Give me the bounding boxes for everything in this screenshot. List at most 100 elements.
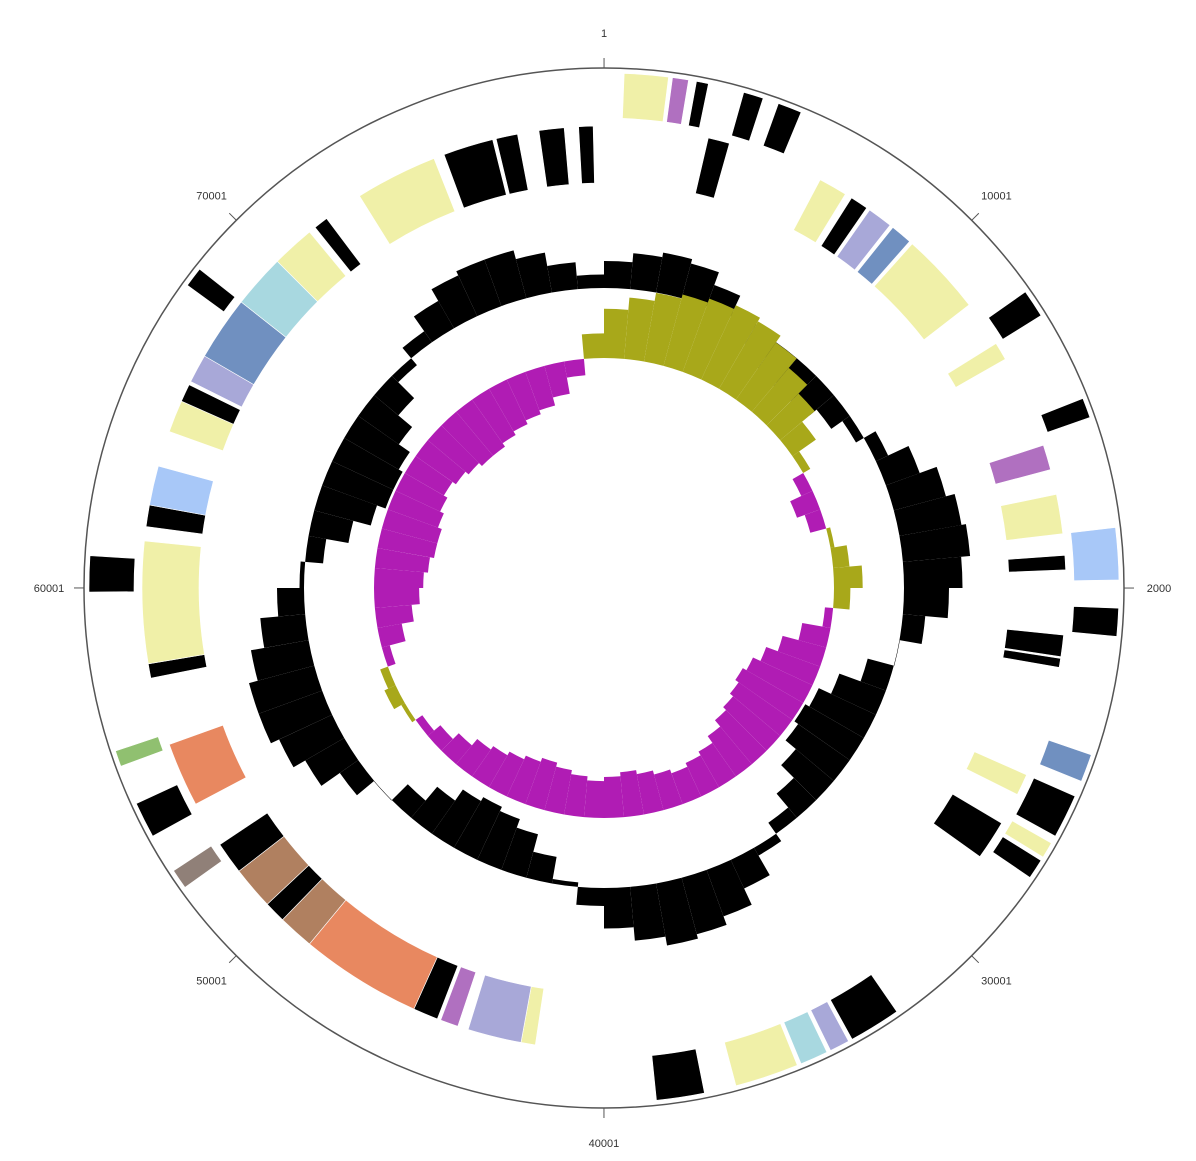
gc-skew-positive-bar — [833, 588, 851, 610]
inner-gene-block — [1004, 628, 1064, 658]
gc-skew-positive-bar — [643, 292, 682, 366]
outer-gene-block — [783, 1011, 828, 1065]
gc-content-bar — [344, 415, 410, 470]
outer-gene-block — [88, 555, 136, 593]
gc-skew-negative-bar — [798, 622, 831, 648]
gc-skew-negative-bar — [707, 726, 752, 777]
gc-skew-negative-bar — [544, 766, 572, 815]
position-tick — [971, 212, 980, 221]
inner-gene-block — [578, 125, 595, 184]
gc-skew-positive-bar — [830, 545, 850, 568]
gc-content-bar — [781, 749, 834, 801]
gc-content-bar — [373, 780, 392, 801]
gc-content-bar — [411, 786, 456, 834]
gc-content-bar — [454, 797, 502, 860]
inner-gene-block — [149, 465, 214, 516]
gc-content-bar — [391, 784, 426, 818]
gc-content-bar — [831, 673, 886, 715]
gc-skew-negative-bar — [427, 725, 453, 751]
gc-content-bar — [681, 263, 719, 307]
gc-content-bar — [794, 704, 864, 761]
gc-content-bar — [322, 461, 394, 509]
inner-gene-block — [443, 139, 507, 209]
gc-content-bar — [551, 879, 579, 887]
gc-skew-negative-bar — [564, 358, 586, 378]
gc-content-bar — [299, 561, 306, 588]
outer-gene-block — [115, 736, 164, 767]
gc-content-bar — [456, 259, 502, 317]
gc-skew-negative-bar — [374, 548, 430, 573]
gc-skew-negative-bar — [374, 604, 414, 628]
gc-skew-negative-bar — [506, 755, 541, 805]
outer-gene-block — [688, 81, 709, 129]
gc-content-bar — [860, 658, 894, 691]
gc-skew-negative-bar — [698, 742, 736, 788]
gc-skew-negative-bar — [472, 388, 516, 444]
gc-content-bar — [413, 300, 454, 343]
gc-content-bar — [526, 851, 557, 884]
gc-skew-positive-bar — [792, 451, 811, 473]
outer-gene-block — [988, 291, 1042, 340]
inner-gene-block — [495, 133, 529, 195]
gc-skew-negative-bar — [395, 473, 448, 512]
inner-gene-track — [141, 125, 1066, 1046]
outer-gene-block — [173, 845, 223, 888]
inner-gene-block — [965, 751, 1027, 795]
gc-content-bar — [899, 524, 971, 562]
gc-content-bar — [899, 614, 926, 644]
gc-content-bar — [893, 494, 962, 536]
gc-content-bar — [604, 261, 633, 290]
outer-gene-block — [1039, 739, 1092, 782]
gc-skew-negative-bar — [583, 780, 604, 818]
outer-gene-block — [731, 91, 764, 142]
inner-gene-block — [1002, 649, 1061, 668]
outer-gene-block — [651, 1048, 705, 1101]
position-tick — [228, 955, 237, 964]
gc-skew-negative-bar — [777, 635, 827, 667]
inner-gene-block — [168, 724, 247, 805]
inner-gene-block — [181, 384, 241, 425]
gc-skew-negative-bar — [822, 607, 834, 628]
gc-content-bar — [431, 789, 481, 848]
gc-content-bar — [314, 485, 378, 526]
gc-skew-positive-bar — [751, 367, 808, 426]
gc-skew-positive-bar — [826, 527, 835, 549]
gc-skew-negative-bar — [620, 770, 644, 818]
gc-content-bar — [305, 738, 359, 786]
gc-skew-negative-bar — [374, 567, 424, 588]
gc-content-bar — [501, 827, 538, 878]
outer-gene-block — [810, 1001, 849, 1051]
gc-skew-positive-bar — [735, 342, 797, 412]
gc-content-bar — [776, 777, 817, 818]
outer-gene-block — [762, 103, 802, 155]
gc-skew-negative-bar — [544, 361, 570, 398]
gc-skew-negative-bar — [746, 657, 813, 703]
gc-content-bar — [809, 688, 876, 738]
inner-gene-block — [276, 231, 347, 303]
gc-skew-negative-bar — [790, 490, 821, 518]
gc-content-bar — [547, 262, 578, 293]
gc-content-bar — [768, 807, 797, 834]
gc-content-bar — [630, 883, 666, 941]
gc-skew-negative-bar — [489, 379, 528, 432]
outer-gene-block — [1070, 527, 1120, 581]
gc-skew-negative-bar — [604, 776, 625, 818]
gc-content-bar — [816, 395, 850, 429]
gc-content-bar — [902, 556, 963, 588]
gc-skew-positive-bar — [719, 321, 781, 400]
inner-gene-block — [988, 444, 1051, 485]
gc-content-bar — [576, 886, 604, 906]
inner-gene-block — [793, 179, 846, 244]
gc-content-bar — [258, 690, 333, 744]
gc-skew-negative-bar — [456, 399, 505, 456]
gc-skew-negative-bar — [525, 365, 556, 411]
gc-skew-negative-bar — [792, 473, 813, 496]
inner-gene-block — [873, 243, 970, 341]
gc-content-bar — [332, 438, 403, 490]
gc-skew-positive-bar — [380, 666, 396, 689]
position-tick-track — [74, 58, 1134, 1118]
outer-gene-block — [830, 974, 898, 1040]
gc-skew-negative-bar — [735, 668, 804, 720]
position-label-track: 1 10001 2000 30001 40001 50001 60001 70001 — [34, 28, 1172, 1150]
gc-skew-negative-bar — [381, 509, 442, 544]
